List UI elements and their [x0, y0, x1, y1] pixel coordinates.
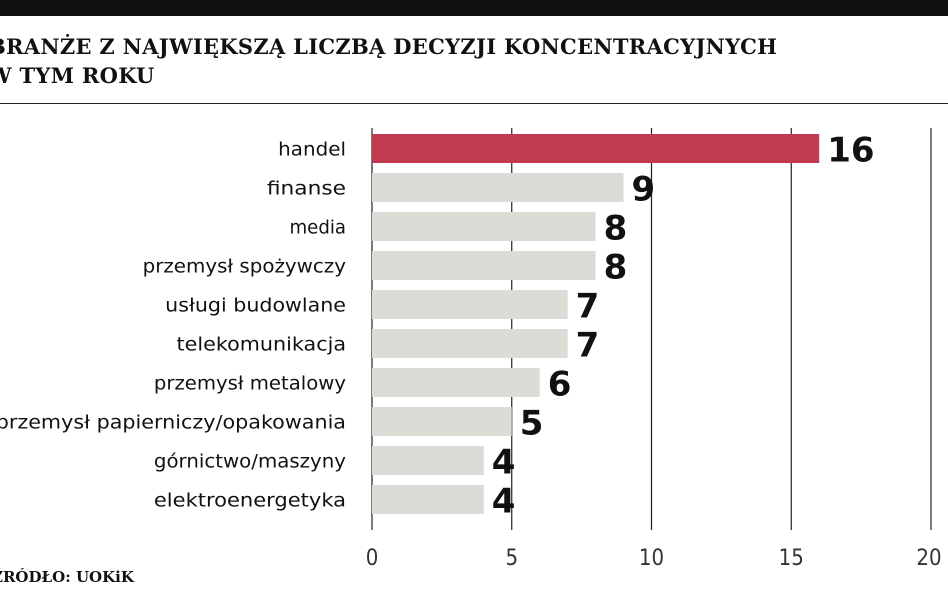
- value-label: 7: [576, 326, 600, 366]
- x-tick-label: 0: [366, 546, 379, 571]
- chart-title: BRANŻE Z NAJWIĘKSZĄ LICZBĄ DECYZJI KONCE…: [0, 32, 948, 90]
- bar: [372, 173, 624, 202]
- category-label: przemysł papierniczy/opakowania: [0, 412, 346, 434]
- category-label: przemysł metalowy: [154, 373, 346, 395]
- title-rule: [0, 103, 948, 104]
- bar: [372, 407, 512, 436]
- value-label: 5: [520, 404, 544, 444]
- category-label: handel: [278, 139, 346, 161]
- x-tick-label: 5: [505, 546, 518, 571]
- bar: [372, 251, 596, 280]
- bar: [372, 134, 820, 163]
- bar: [372, 290, 568, 319]
- x-tick-label: 15: [779, 546, 804, 571]
- x-tick-label: 20: [916, 546, 941, 571]
- x-tick-label: 10: [639, 546, 664, 571]
- top-bar: [0, 0, 948, 16]
- value-label: 8: [604, 209, 628, 249]
- bar-chart: 0 5 10 15 20 handel 16 finanse 9 media 8 przemysł s…: [0, 128, 942, 571]
- bar: [372, 368, 540, 397]
- category-label: przemysł spożywczy: [143, 256, 346, 278]
- value-label: 7: [576, 287, 600, 327]
- category-label: telekomunikacja: [177, 334, 347, 356]
- bar: [372, 446, 484, 475]
- value-label: 16: [827, 131, 874, 171]
- bar: [372, 329, 568, 358]
- value-label: 8: [604, 248, 628, 288]
- value-label: 4: [492, 482, 516, 522]
- category-label: elektroenergetyka: [154, 490, 346, 512]
- category-label: górnictwo/maszyny: [154, 451, 346, 473]
- category-label: media: [290, 217, 347, 239]
- bar: [372, 485, 484, 514]
- chart-title-line-1: BRANŻE Z NAJWIĘKSZĄ LICZBĄ DECYZJI KONCE…: [0, 34, 778, 59]
- value-label: 6: [548, 365, 572, 405]
- value-label: 9: [632, 170, 656, 210]
- source-note: ŹRÓDŁO: UOKiK: [0, 568, 134, 586]
- category-label: usługi budowlane: [165, 295, 346, 317]
- chart-title-line-2: W TYM ROKU: [0, 63, 155, 88]
- bar: [372, 212, 596, 241]
- category-label: finanse: [267, 178, 346, 200]
- value-label: 4: [492, 443, 516, 483]
